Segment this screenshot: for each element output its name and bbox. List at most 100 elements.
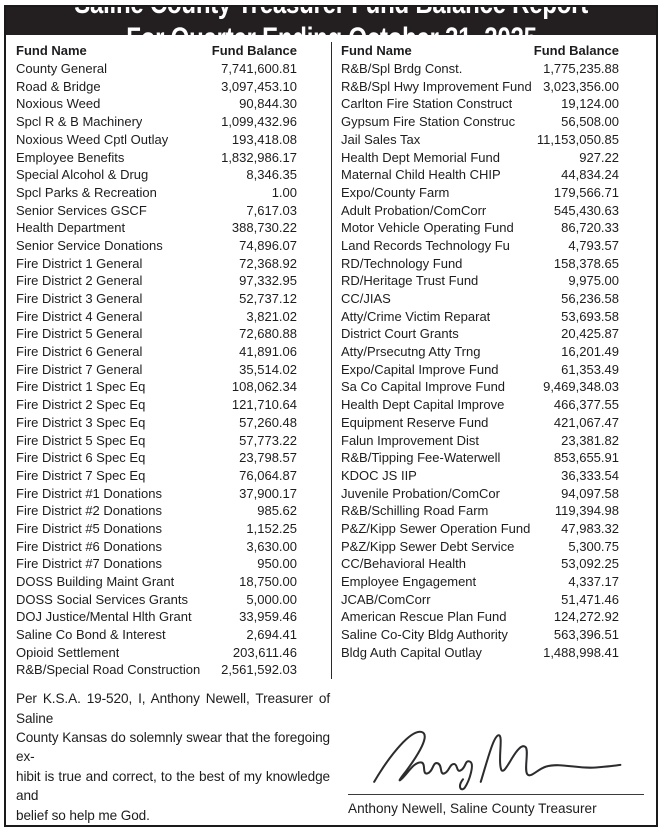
fund-balance: 3,630.00	[246, 538, 297, 554]
fund-name: CC/JIAS	[341, 291, 391, 307]
table-row: Motor Vehicle Operating Fund 86,720.33	[341, 219, 619, 237]
fund-name: District Court Grants	[341, 326, 459, 342]
table-row: Senior Service Donations 74,896.07	[16, 237, 297, 255]
table-row: R&B/Schilling Road Farm 119,394.98	[341, 502, 619, 520]
table-row: Employee Engagement 4,337.17	[341, 573, 619, 591]
fund-balance: 1,152.25	[246, 520, 297, 536]
table-row: Atty/Crime Victim Reparat 53,693.58	[341, 308, 619, 326]
fund-balance: 11,153,050.85	[536, 131, 619, 147]
table-row: American Rescue Plan Fund 124,272.92	[341, 608, 619, 626]
fund-balance: 9,975.00	[568, 273, 619, 289]
fund-balance: 94,097.58	[561, 485, 619, 501]
fund-name: Carlton Fire Station Construct	[341, 96, 513, 112]
fund-name: Maternal Child Health CHIP	[341, 167, 501, 183]
fund-name: Senior Service Donations	[16, 237, 163, 253]
fund-name: Opioid Settlement	[16, 644, 120, 660]
fund-name: Juvenile Probation/ComCor	[341, 485, 500, 501]
table-row: P&Z/Kipp Sewer Operation Fund 47,983.32	[341, 520, 619, 538]
fund-name: Special Alcohol & Drug	[16, 167, 149, 183]
table-row: Expo/Capital Improve Fund 61,353.49	[341, 361, 619, 379]
table-row: Special Alcohol & Drug 8,346.35	[16, 166, 297, 184]
table-row: County General 7,741,600.81	[16, 60, 297, 78]
table-row: Fire District 1 Spec Eq 108,062.34	[16, 378, 297, 396]
fund-name: Road & Bridge	[16, 78, 101, 94]
signature-block: Anthony Newell, Saline County Treasurer	[338, 683, 656, 825]
table-row: Sa Co Capital Improve Fund 9,469,348.03	[341, 378, 619, 396]
fund-name: Fire District 5 General	[16, 326, 143, 342]
affidavit-line: County Kansas do solemnly swear that the…	[16, 729, 330, 765]
fund-balance: 7,741,600.81	[221, 61, 297, 77]
fund-balance: 1,099,432.96	[221, 114, 297, 130]
fund-table-right-column: Fund Name Fund Balance R&B/Spl Brdg Cons…	[331, 42, 656, 680]
fund-name: Saline Co-City Bldg Authority	[341, 627, 508, 643]
fund-balance: 33,959.46	[239, 609, 297, 625]
fund-name: CC/Behavioral Health	[341, 556, 467, 572]
fund-rows-right: R&B/Spl Brdg Const. 1,775,235.88 R&B/Spl…	[341, 60, 619, 661]
table-row: Saline Co-City Bldg Authority 563,396.51	[341, 626, 619, 644]
signature-icon	[373, 730, 622, 791]
fund-name: Fire District 6 Spec Eq	[16, 450, 146, 466]
fund-name: Fire District 7 Spec Eq	[16, 467, 146, 483]
fund-balance: 36,333.54	[561, 467, 619, 483]
fund-balance: 466,377.55	[553, 397, 619, 413]
fund-balance: 97,332.95	[239, 273, 297, 289]
fund-balance: 44,834.24	[561, 167, 619, 183]
fund-name: DOSS Social Services Grants	[16, 591, 188, 607]
table-row: Fire District 1 General 72,368.92	[16, 255, 297, 273]
fund-name: Spcl R & B Machinery	[16, 114, 143, 130]
table-row: Equipment Reserve Fund 421,067.47	[341, 414, 619, 432]
fund-balance: 5,000.00	[246, 591, 297, 607]
fund-balance: 179,566.71	[553, 184, 619, 200]
fund-name: KDOC JS IIP	[341, 467, 417, 483]
fund-name: Fire District 5 Spec Eq	[16, 432, 146, 448]
fund-name: Bldg Auth Capital Outlay	[341, 644, 482, 660]
report-title-line2: For Quarter Ending October 31, 2025	[126, 21, 537, 35]
table-row: Atty/Prsecutng Atty Trng 16,201.49	[341, 343, 619, 361]
fund-name: Fire District 1 Spec Eq	[16, 379, 146, 395]
fund-name: Health Dept Capital Improve	[341, 397, 505, 413]
table-row: Noxious Weed 90,844.30	[16, 95, 297, 113]
fund-balance: 124,272.92	[553, 609, 619, 625]
fund-name: Employee Benefits	[16, 149, 125, 165]
fund-name: Fire District 6 General	[16, 344, 143, 360]
table-row: DOSS Social Services Grants 5,000.00	[16, 591, 297, 609]
table-row: Falun Improvement Dist 23,381.82	[341, 432, 619, 450]
fund-table: Fund Name Fund Balance County General 7,…	[6, 42, 656, 680]
table-row: Fire District 6 General 41,891.06	[16, 343, 297, 361]
table-row: Fire District 3 General 52,737.12	[16, 290, 297, 308]
fund-balance: 3,023,356.00	[543, 78, 619, 94]
fund-name: Fire District #6 Donations	[16, 538, 162, 554]
table-row: Fire District 7 Spec Eq 76,064.87	[16, 467, 297, 485]
table-row: Employee Benefits 1,832,986.17	[16, 149, 297, 167]
fund-balance: 3,821.02	[246, 308, 297, 324]
fund-rows-left: County General 7,741,600.81 Road & Bridg…	[16, 60, 297, 679]
table-row: Land Records Technology Fu 4,793.57	[341, 237, 619, 255]
fund-balance: 19,124.00	[561, 96, 619, 112]
fund-balance: 16,201.49	[561, 344, 619, 360]
fund-table-left-column: Fund Name Fund Balance County General 7,…	[6, 42, 331, 679]
table-row: Road & Bridge 3,097,453.10	[16, 78, 297, 96]
fund-name: R&B/Schilling Road Farm	[341, 503, 489, 519]
table-row: Adult Probation/ComCorr 545,430.63	[341, 202, 619, 220]
fund-name: Expo/Capital Improve Fund	[341, 361, 499, 377]
affidavit-line: hibit is true and correct, to the best o…	[16, 768, 330, 804]
table-row: Saline Co Bond & Interest 2,694.41	[16, 626, 297, 644]
fund-name: Noxious Weed	[16, 96, 101, 112]
fund-balance: 56,508.00	[561, 114, 619, 130]
fund-name: Motor Vehicle Operating Fund	[341, 220, 514, 236]
fund-name: JCAB/ComCorr	[341, 591, 431, 607]
table-row: Spcl Parks & Recreation 1.00	[16, 184, 297, 202]
table-row: Fire District #6 Donations 3,630.00	[16, 538, 297, 556]
table-row: Senior Services GSCF 7,617.03	[16, 202, 297, 220]
table-row: RD/Technology Fund 158,378.65	[341, 255, 619, 273]
fund-name: Gypsum Fire Station Construc	[341, 114, 516, 130]
fund-balance: 53,693.58	[561, 308, 619, 324]
table-row: CC/JIAS 56,236.58	[341, 290, 619, 308]
fund-name: Fire District 2 Spec Eq	[16, 397, 146, 413]
fund-balance: 3,097,453.10	[221, 78, 297, 94]
fund-name: P&Z/Kipp Sewer Debt Service	[341, 538, 515, 554]
table-row: Expo/County Farm 179,566.71	[341, 184, 619, 202]
fund-name: Atty/Crime Victim Reparat	[341, 308, 491, 324]
fund-name: RD/Technology Fund	[341, 255, 463, 271]
fund-name: R&B/Special Road Construction	[16, 662, 201, 678]
